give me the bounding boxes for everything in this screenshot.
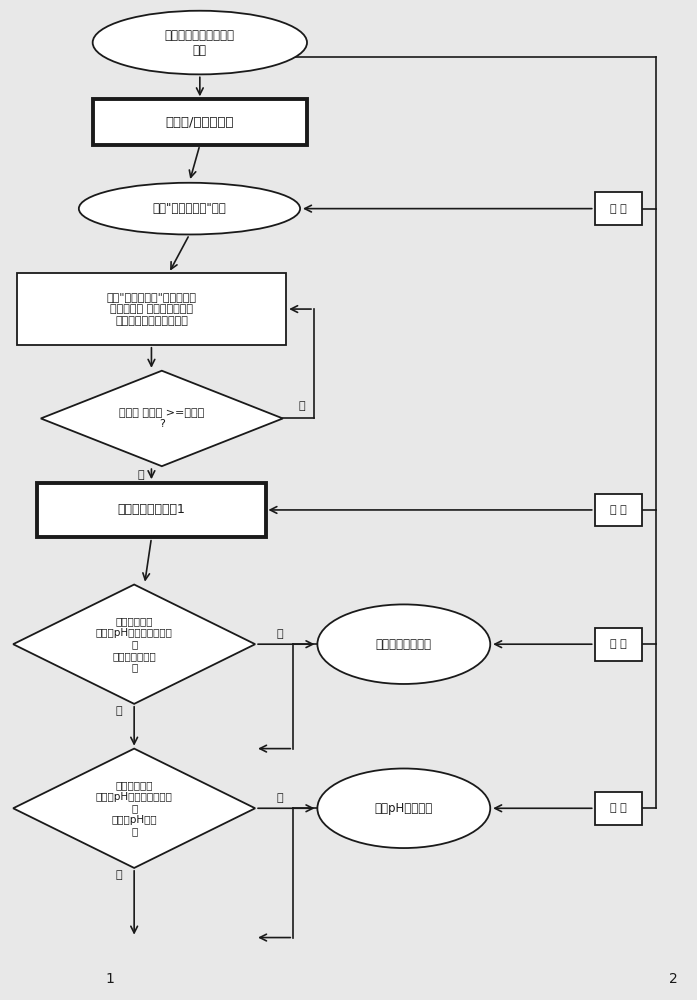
Text: 液位计 测量值 >=给定值
?: 液位计 测量值 >=给定值 ?	[119, 408, 204, 429]
Ellipse shape	[317, 604, 490, 684]
Polygon shape	[41, 371, 283, 466]
Text: 是: 是	[276, 793, 283, 803]
Text: 是: 是	[138, 470, 144, 480]
Text: 执 行: 执 行	[610, 505, 627, 515]
Text: 否: 否	[116, 706, 122, 716]
Text: 进料方式为：
进料＋pH控制＋温度控制
或
进料＋pH控制
？: 进料方式为： 进料＋pH控制＋温度控制 或 进料＋pH控制 ？	[95, 780, 173, 836]
Text: 包膜系统配方控制程序
启动: 包膜系统配方控制程序 启动	[164, 29, 235, 57]
Bar	[595, 494, 642, 526]
Ellipse shape	[79, 183, 300, 234]
Text: 启动温度控制程序: 启动温度控制程序	[376, 638, 432, 651]
Text: 执 行: 执 行	[610, 639, 627, 649]
Bar	[17, 273, 286, 345]
Bar	[38, 483, 266, 537]
Polygon shape	[13, 749, 255, 868]
Text: 启动pH控制程序: 启动pH控制程序	[375, 802, 433, 815]
Text: 执行"包膜罐进料"程序: 执行"包膜罐进料"程序	[153, 202, 227, 215]
Text: 是: 是	[276, 629, 283, 639]
Text: 执 行: 执 行	[610, 803, 627, 813]
Text: 执 行: 执 行	[610, 204, 627, 214]
Bar	[595, 192, 642, 225]
Bar	[595, 628, 642, 661]
Text: 产品号/配方号选择: 产品号/配方号选择	[166, 116, 234, 129]
Text: 否: 否	[298, 401, 305, 411]
Text: 开启"钛白粉浆料"自动控制回
路（流量计 和控制阀），同
时开启进料流量累计器。: 开启"钛白粉浆料"自动控制回 路（流量计 和控制阀），同 时开启进料流量累计器。	[107, 292, 197, 326]
Ellipse shape	[317, 768, 490, 848]
Text: 否: 否	[116, 870, 122, 880]
Ellipse shape	[93, 11, 307, 74]
Text: 1: 1	[105, 972, 114, 986]
Text: 进料方式为：
进料＋pH控制＋温度控制
或
进料＋温度控制
？: 进料方式为： 进料＋pH控制＋温度控制 或 进料＋温度控制 ？	[95, 616, 173, 672]
Text: 2: 2	[669, 972, 678, 986]
Polygon shape	[13, 585, 255, 704]
Bar	[595, 792, 642, 825]
Text: 启动搅拌器，速度1: 启动搅拌器，速度1	[118, 503, 185, 516]
Bar	[93, 99, 307, 145]
